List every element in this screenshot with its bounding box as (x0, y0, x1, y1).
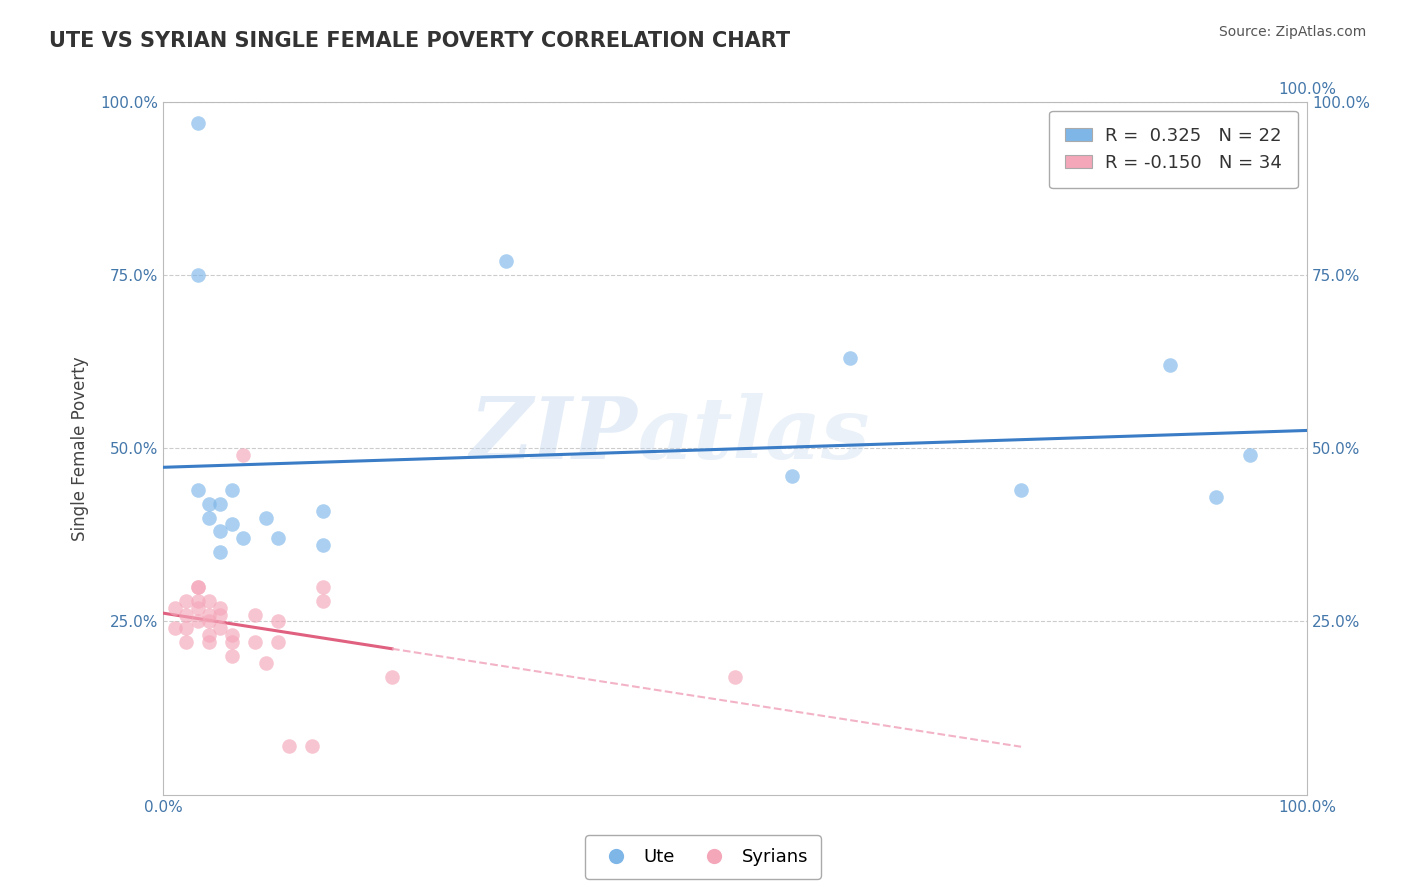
Point (198, 593, 221, 607)
Y-axis label: Single Female Poverty: Single Female Poverty (72, 356, 89, 541)
Text: UTE VS SYRIAN SINGLE FEMALE POVERTY CORRELATION CHART: UTE VS SYRIAN SINGLE FEMALE POVERTY CORR… (49, 31, 790, 51)
Point (221, 517, 243, 532)
Point (174, 635, 197, 649)
Point (254, 656, 277, 670)
Point (301, 739, 323, 754)
Point (278, 739, 301, 754)
Point (209, 600, 232, 615)
Point (198, 497, 221, 511)
Point (254, 510, 277, 524)
Point (266, 615, 288, 629)
Point (221, 483, 243, 497)
Point (1010, 483, 1032, 497)
Point (209, 607, 232, 622)
Legend: R =  0.325   N = 22, R = -0.150   N = 34: R = 0.325 N = 22, R = -0.150 N = 34 (1049, 111, 1298, 188)
Point (221, 628, 243, 642)
Point (186, 115, 208, 129)
Point (1205, 490, 1227, 504)
Point (209, 497, 232, 511)
Point (381, 670, 404, 684)
Point (198, 628, 221, 642)
Point (266, 531, 288, 545)
Point (312, 580, 335, 594)
Point (838, 351, 860, 366)
Point (724, 670, 747, 684)
Point (243, 607, 266, 622)
Text: Source: ZipAtlas.com: Source: ZipAtlas.com (1219, 25, 1367, 39)
Legend: Ute, Syrians: Ute, Syrians (585, 835, 821, 879)
Point (163, 621, 186, 635)
Point (495, 254, 517, 268)
Point (174, 621, 197, 635)
Text: ZIP: ZIP (470, 392, 638, 476)
Point (186, 593, 208, 607)
Point (186, 600, 208, 615)
Point (1159, 358, 1181, 372)
Point (1239, 448, 1261, 462)
Point (186, 483, 208, 497)
Point (198, 635, 221, 649)
Point (312, 593, 335, 607)
Point (312, 538, 335, 552)
Point (782, 469, 804, 483)
Point (186, 268, 208, 282)
Point (209, 545, 232, 559)
Point (266, 635, 288, 649)
Point (198, 615, 221, 629)
Point (174, 593, 197, 607)
Point (312, 503, 335, 517)
Point (243, 635, 266, 649)
Point (198, 510, 221, 524)
Point (232, 448, 254, 462)
Point (209, 621, 232, 635)
Point (209, 524, 232, 539)
Point (198, 607, 221, 622)
Point (186, 580, 208, 594)
Point (232, 531, 254, 545)
Point (163, 600, 186, 615)
Point (221, 649, 243, 664)
Point (186, 615, 208, 629)
Point (186, 580, 208, 594)
Point (221, 635, 243, 649)
Point (174, 607, 197, 622)
Text: atlas: atlas (638, 392, 870, 476)
